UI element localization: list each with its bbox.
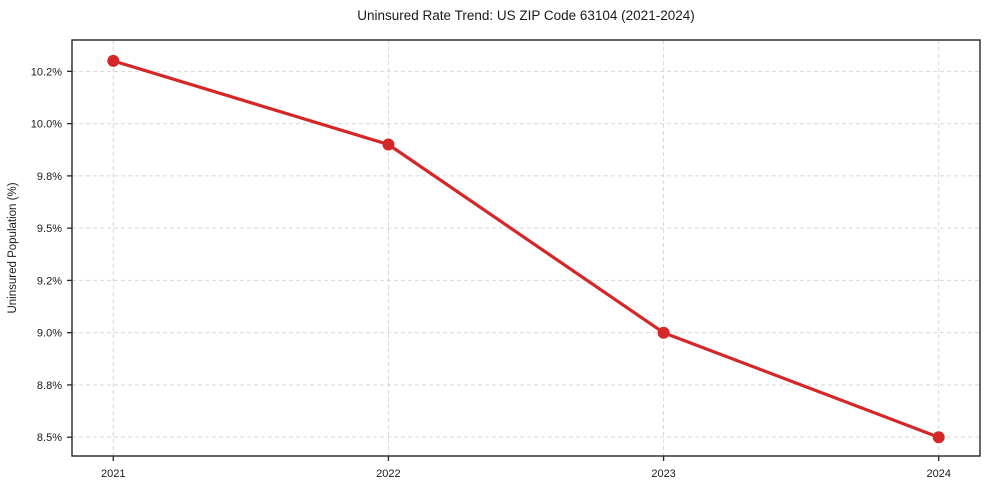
chart-title: Uninsured Rate Trend: US ZIP Code 63104 …	[357, 8, 694, 23]
y-tick-label: 8.5%	[37, 432, 62, 444]
x-tick-label: 2021	[101, 468, 125, 480]
data-point	[382, 138, 395, 151]
plot-frame	[71, 39, 981, 457]
x-tick-label: 2023	[651, 468, 675, 480]
x-tick-label: 2024	[926, 468, 950, 480]
axes: 10.2% 10.0% 9.8% 9.5% 9.2% 9.0% 8.8% 8.5% 2021 20…	[31, 39, 981, 480]
y-axis-label: Uninsured Population (%)	[7, 182, 19, 313]
data-point	[107, 54, 120, 67]
y-tick-label: 10.0%	[31, 119, 62, 131]
data-point	[657, 326, 670, 339]
y-tick-label: 9.0%	[37, 328, 62, 340]
y-tick-label: 10.2%	[31, 66, 62, 78]
data-series	[107, 54, 945, 444]
gridlines	[72, 40, 980, 456]
y-tick-label: 9.5%	[37, 223, 62, 235]
y-tick-label: 8.8%	[37, 380, 62, 392]
y-tick-label: 9.2%	[37, 275, 62, 287]
x-tick-label: 2022	[376, 468, 400, 480]
data-point	[932, 431, 945, 444]
trend-line	[111, 59, 941, 439]
y-tick-label: 9.8%	[37, 171, 62, 183]
